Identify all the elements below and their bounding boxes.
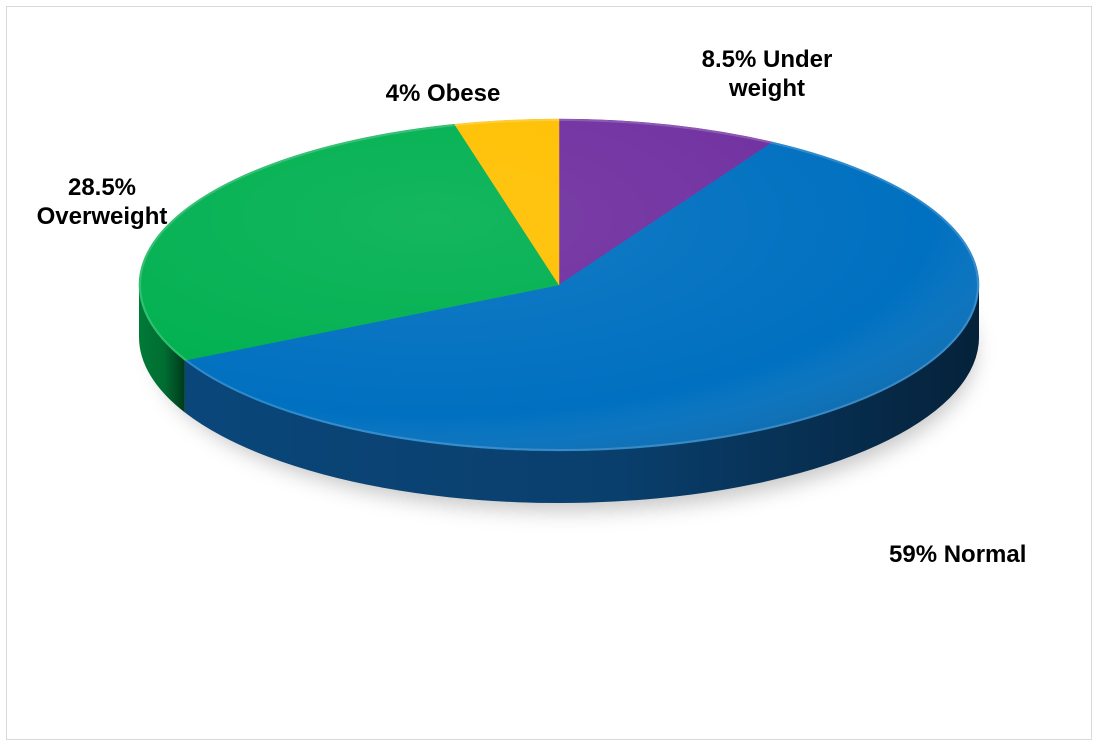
slice-side-overweight-shade — [139, 285, 185, 413]
pie-chart — [138, 118, 980, 511]
chart-area: 8.5% Under weight 59% Normal 28.5% Overw… — [6, 6, 1092, 740]
slice-label-overweight: 28.5% Overweight — [36, 174, 168, 230]
slice-label-under-weight: 8.5% Under weight — [701, 46, 833, 102]
pie-rim-highlight — [139, 119, 979, 451]
pie-top-shading — [139, 119, 979, 451]
slice-label-normal: 59% Normal — [889, 541, 1027, 568]
slice-label-obese: 4% Obese — [385, 80, 501, 107]
slice-side-normal-shade — [184, 285, 980, 503]
